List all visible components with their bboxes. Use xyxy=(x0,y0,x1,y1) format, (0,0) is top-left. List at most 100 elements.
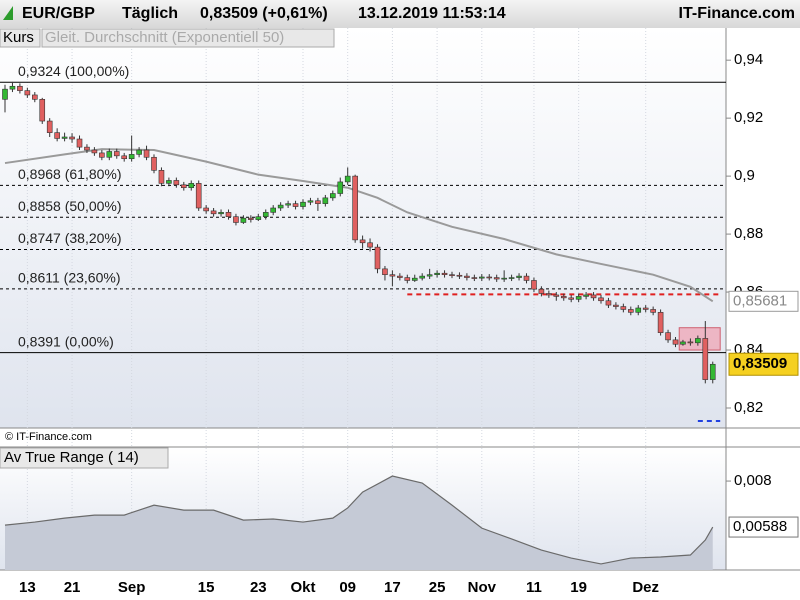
candle-body xyxy=(352,175,358,241)
candle-body xyxy=(598,297,604,302)
candle-body xyxy=(553,294,560,297)
x-tick-label: 19 xyxy=(570,579,587,596)
candle-body xyxy=(464,275,470,278)
header-bar xyxy=(0,0,800,28)
x-tick-label: 25 xyxy=(429,579,446,596)
x-tick-label: 21 xyxy=(64,579,81,596)
candle-body xyxy=(158,170,165,184)
candle-body xyxy=(210,210,217,215)
y-tick-label: 0,92 xyxy=(734,109,763,126)
candle-body xyxy=(203,207,209,212)
fib-label: 0,8391 (0,00%) xyxy=(18,333,114,349)
x-tick-label: 17 xyxy=(384,579,401,596)
symbol: EUR/GBP xyxy=(22,5,95,22)
fib-label: 0,8968 (61,80%) xyxy=(18,166,122,182)
candle-body xyxy=(113,151,120,157)
fib-label: 0,9324 (100,00%) xyxy=(18,63,129,79)
y-tick-label: 0,88 xyxy=(734,225,763,242)
candle-body xyxy=(695,338,701,344)
candle-body xyxy=(9,85,16,90)
brand: IT-Finance.com xyxy=(679,5,795,22)
candle-body xyxy=(285,203,291,206)
candle-body xyxy=(128,154,135,160)
atr-line xyxy=(4,475,714,565)
candle-body xyxy=(389,274,396,277)
price-tag xyxy=(728,352,799,376)
candle-body xyxy=(411,277,418,281)
candle-body xyxy=(441,272,448,275)
x-tick-label: Sep xyxy=(118,579,146,596)
y-tick-label: 0,008 xyxy=(734,472,772,489)
legend-box xyxy=(41,28,335,48)
candle-body xyxy=(374,246,381,270)
candle-body xyxy=(635,307,642,313)
candle-body xyxy=(523,275,530,281)
candle-body xyxy=(2,88,8,100)
candle-body xyxy=(419,275,426,279)
legend-box xyxy=(0,28,41,48)
candle-body xyxy=(195,183,202,209)
candle-body xyxy=(486,276,493,279)
legend-entry: Kurs xyxy=(3,29,34,46)
candle-body xyxy=(91,149,98,154)
candle-body xyxy=(270,207,277,213)
candle-body xyxy=(546,293,552,296)
candle-body xyxy=(382,268,388,275)
candle-body xyxy=(642,307,649,310)
candle-body xyxy=(449,274,455,276)
candle-body xyxy=(397,275,403,278)
candle-body xyxy=(173,180,180,186)
x-tick-label: 23 xyxy=(250,579,267,596)
candle-body xyxy=(106,151,113,158)
fib-label: 0,8858 (50,00%) xyxy=(18,198,122,214)
x-tick-label: Dez xyxy=(632,579,659,596)
candle-body xyxy=(39,99,46,122)
candle-body xyxy=(650,309,656,313)
x-tick-label: 09 xyxy=(339,579,356,596)
candle-body xyxy=(583,294,589,297)
candle-body xyxy=(166,180,172,184)
atr-area xyxy=(5,476,713,570)
candle-body xyxy=(672,339,679,345)
ema-tag-label: 0,85681 xyxy=(733,292,787,309)
candle-body xyxy=(143,149,150,158)
x-tick-label: Nov xyxy=(468,579,497,596)
candle-body xyxy=(225,212,232,217)
candle-body xyxy=(307,200,314,203)
candle-body xyxy=(575,296,582,300)
candle-body xyxy=(478,276,485,279)
atr-tag-label: 0,00588 xyxy=(733,518,787,535)
candle-body xyxy=(322,197,329,204)
candle-body xyxy=(76,138,83,148)
panel-title-box xyxy=(0,447,169,469)
candle-body xyxy=(680,341,686,345)
candle-body xyxy=(69,136,75,140)
candle-body xyxy=(121,155,127,160)
candle-body xyxy=(687,341,694,344)
candle-body xyxy=(46,120,53,133)
candle-body xyxy=(404,277,411,281)
candle-body xyxy=(24,90,31,96)
candle-body xyxy=(300,201,306,207)
atr-tag xyxy=(728,516,799,538)
period: Täglich xyxy=(122,5,178,22)
candle-body xyxy=(426,274,433,277)
x-tick-label: 11 xyxy=(526,579,542,596)
x-tick-label: Okt xyxy=(290,579,315,596)
candle-body xyxy=(262,212,269,217)
ema-tag xyxy=(728,290,799,312)
candle-body xyxy=(665,332,671,341)
price-tag-label: 0,83509 xyxy=(733,355,787,372)
candle-body xyxy=(657,312,664,333)
x-tick-label: 13 xyxy=(19,579,36,596)
candle-body xyxy=(627,309,634,313)
candle-body xyxy=(337,181,344,194)
candle-body xyxy=(255,216,262,220)
candle-body xyxy=(151,156,157,171)
candle-body xyxy=(240,217,247,223)
candle-body xyxy=(99,152,105,158)
candle-body xyxy=(434,272,440,275)
y-tick-label: 0,82 xyxy=(734,399,763,416)
copyright: © IT-Finance.com xyxy=(5,431,92,443)
